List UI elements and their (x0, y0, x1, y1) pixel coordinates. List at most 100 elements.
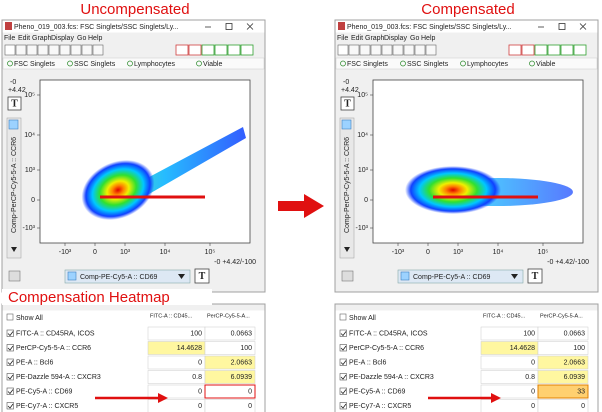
maximize[interactable] (558, 23, 566, 30)
nav-button[interactable] (214, 44, 228, 56)
breadcrumb[interactable]: SSC Singlets (74, 61, 116, 68)
y-axis-selector[interactable] (339, 117, 355, 259)
nav-button[interactable] (188, 44, 202, 56)
menu-item[interactable]: Display (51, 35, 74, 42)
tool-button[interactable] (359, 44, 371, 56)
y-axis-drop (344, 247, 350, 252)
menu-item[interactable]: Graph (365, 35, 385, 42)
tool-button[interactable] (92, 44, 104, 56)
nav-button[interactable] (227, 44, 241, 56)
checkbox[interactable] (339, 329, 347, 337)
transform-button[interactable] (527, 268, 543, 284)
tool-button[interactable] (392, 44, 404, 56)
nav-button[interactable] (175, 44, 189, 56)
tool-button[interactable] (48, 44, 60, 56)
checkbox[interactable] (6, 358, 14, 366)
table-cell[interactable] (537, 399, 589, 412)
checkbox[interactable] (339, 344, 347, 352)
menu-item[interactable]: Help (421, 35, 436, 42)
table-cell[interactable] (537, 326, 589, 341)
checkbox[interactable] (339, 387, 347, 395)
x-axis-selector[interactable] (64, 269, 191, 284)
close[interactable] (579, 23, 587, 30)
breadcrumb[interactable]: Viable (203, 61, 222, 68)
tool-button[interactable] (81, 44, 93, 56)
table-cell[interactable] (204, 370, 256, 384)
menu-item[interactable]: Edit (351, 35, 363, 42)
checkbox[interactable] (339, 402, 347, 410)
table-cell[interactable] (480, 399, 539, 412)
table-cell[interactable] (480, 355, 539, 370)
nav-button[interactable] (521, 44, 535, 56)
row-label: PE-Dazzle 594-A :: CXCR3 (349, 374, 434, 381)
checkbox[interactable] (339, 373, 347, 381)
menu-item[interactable]: Go (77, 35, 86, 42)
menu-item[interactable]: Edit (18, 35, 30, 42)
breadcrumb[interactable]: Viable (536, 61, 555, 68)
gate-icon (127, 60, 133, 67)
breadcrumb[interactable]: Lymphocytes (467, 61, 508, 68)
menu-item[interactable]: Graph (32, 35, 52, 42)
table-cell[interactable] (537, 341, 589, 355)
table-cell[interactable] (204, 399, 256, 412)
menu-item[interactable]: Help (88, 35, 103, 42)
tool-button[interactable] (37, 44, 49, 56)
x-axis-selector[interactable] (397, 269, 524, 284)
checkbox[interactable] (6, 344, 14, 352)
tool-button[interactable] (15, 44, 27, 56)
checkbox[interactable] (6, 387, 14, 395)
transform-button[interactable] (194, 268, 210, 284)
nav-button[interactable] (240, 44, 254, 56)
checkbox[interactable] (6, 313, 14, 321)
nav-button[interactable] (547, 44, 561, 56)
transform-button[interactable] (340, 96, 355, 111)
nav-button[interactable] (573, 44, 587, 56)
menu-item[interactable]: File (337, 35, 348, 42)
maximize[interactable] (225, 23, 233, 30)
nav-button[interactable] (201, 44, 215, 56)
checkbox[interactable] (339, 358, 347, 366)
breadcrumb[interactable]: FSC Singlets (347, 61, 388, 68)
close[interactable] (246, 23, 254, 30)
table-cell[interactable] (147, 384, 206, 399)
table-cell[interactable] (537, 384, 589, 399)
table-cell[interactable] (147, 355, 206, 370)
tool-button[interactable] (381, 44, 393, 56)
table-cell[interactable] (537, 370, 589, 384)
y-axis-selector[interactable] (6, 117, 22, 259)
table-cell[interactable] (204, 341, 256, 355)
tool-button[interactable] (348, 44, 360, 56)
breadcrumb[interactable]: SSC Singlets (407, 61, 449, 68)
nav-button[interactable] (534, 44, 548, 56)
tool-button[interactable] (26, 44, 38, 56)
breadcrumb[interactable]: FSC Singlets (14, 61, 55, 68)
tool-button[interactable] (403, 44, 415, 56)
tool-button[interactable] (414, 44, 426, 56)
tool-button[interactable] (59, 44, 71, 56)
table-cell[interactable] (204, 355, 256, 370)
checkbox[interactable] (339, 313, 347, 321)
checkbox[interactable] (6, 402, 14, 410)
nav-button[interactable] (508, 44, 522, 56)
cell-value: 0 (198, 359, 202, 366)
menu-item[interactable]: Display (384, 35, 407, 42)
checkbox[interactable] (6, 373, 14, 381)
checkbox[interactable] (6, 329, 14, 337)
graph-icon[interactable] (341, 270, 354, 282)
graph-icon[interactable] (8, 270, 21, 282)
breadcrumb[interactable]: Lymphocytes (134, 61, 175, 68)
tool-button[interactable] (4, 44, 16, 56)
tool-button[interactable] (337, 44, 349, 56)
table-cell[interactable] (204, 384, 256, 399)
table-cell[interactable] (147, 399, 206, 412)
transform-button[interactable] (7, 96, 22, 111)
tool-button[interactable] (70, 44, 82, 56)
menu-item[interactable]: File (4, 35, 15, 42)
tool-button[interactable] (370, 44, 382, 56)
nav-button[interactable] (560, 44, 574, 56)
menu-item[interactable]: Go (410, 35, 419, 42)
table-cell[interactable] (537, 355, 589, 370)
table-cell[interactable] (204, 326, 256, 341)
tool-button[interactable] (425, 44, 437, 56)
table-cell[interactable] (480, 384, 539, 399)
